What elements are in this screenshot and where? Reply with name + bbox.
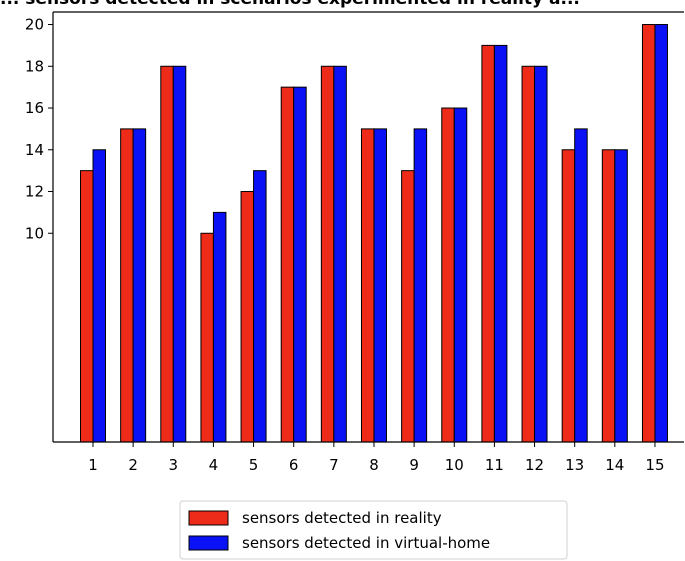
bar-series-1-cat-5	[240, 191, 255, 443]
bar-series-2-cat-12	[534, 65, 548, 443]
bar-series-2-cat-9	[413, 128, 428, 443]
x-tick-label: 12	[525, 456, 544, 474]
x-tick-label: 7	[329, 456, 339, 474]
bar-series-2-cat-14	[614, 149, 628, 443]
bar-series-2-cat-7	[333, 65, 347, 443]
x-tick-label: 2	[128, 456, 138, 474]
y-tick-label: 20	[25, 16, 44, 34]
bar-series-2-cat-13	[574, 128, 588, 443]
bar-series-1-cat-13	[561, 149, 576, 443]
bar-series-2-cat-6	[293, 86, 307, 443]
x-tick-label: 13	[565, 456, 584, 474]
bar-series-1-cat-4	[200, 232, 214, 443]
x-tick-label: 3	[169, 456, 179, 474]
y-tick-label: 16	[25, 99, 44, 117]
bar-series-2-cat-4	[212, 211, 227, 443]
legend-swatch-2	[188, 535, 229, 551]
bar-series-1-cat-6	[280, 86, 295, 443]
bar-series-1-cat-10	[441, 107, 455, 443]
bar-series-1-cat-3	[160, 65, 174, 443]
x-tick-label: 8	[369, 456, 379, 474]
x-tick-label: 15	[645, 456, 664, 474]
y-tick-label: 18	[25, 57, 44, 75]
legend-label-1: sensors detected in reality	[242, 509, 442, 527]
bar-series-1-cat-1	[80, 170, 94, 443]
bar-series-2-cat-10	[453, 107, 468, 443]
bar-series-1-cat-14	[601, 149, 616, 443]
bar-series-2-cat-1	[92, 149, 106, 443]
legend-swatch-1	[188, 510, 229, 526]
bar-series-2-cat-15	[654, 24, 668, 443]
x-tick-label: 5	[249, 456, 259, 474]
bar-series-2-cat-3	[172, 65, 187, 443]
bar-series-1-cat-8	[360, 128, 375, 443]
legend: sensors detected in reality sensors detec…	[179, 500, 568, 560]
bar-series-1-cat-9	[401, 170, 415, 443]
y-tick-label: 12	[25, 183, 44, 201]
bar-series-1-cat-7	[320, 65, 335, 443]
legend-box	[179, 500, 568, 560]
x-tick-label: 10	[445, 456, 464, 474]
bar-series-1-cat-15	[641, 24, 656, 443]
x-tick-label: 14	[605, 456, 624, 474]
bar-series-2-cat-8	[373, 128, 387, 443]
x-tick-label: 4	[209, 456, 219, 474]
bar-series-1-cat-2	[120, 128, 134, 443]
bar-series-1-cat-12	[521, 65, 536, 443]
y-tick-label: 10	[25, 224, 44, 242]
bar-series-1-cat-11	[481, 44, 495, 443]
x-tick-label: 11	[485, 456, 504, 474]
bar-series-2-cat-2	[132, 128, 147, 443]
x-tick-label: 9	[409, 456, 419, 474]
chart-title: ... sensors detected in scenarios experi…	[0, 0, 580, 9]
bar-series-2-cat-5	[253, 170, 267, 443]
x-tick-label: 1	[88, 456, 98, 474]
x-tick-label: 6	[289, 456, 299, 474]
legend-label-2: sensors detected in virtual-home	[242, 534, 490, 552]
bar-series-2-cat-11	[493, 44, 508, 443]
y-tick-label: 14	[25, 141, 44, 159]
